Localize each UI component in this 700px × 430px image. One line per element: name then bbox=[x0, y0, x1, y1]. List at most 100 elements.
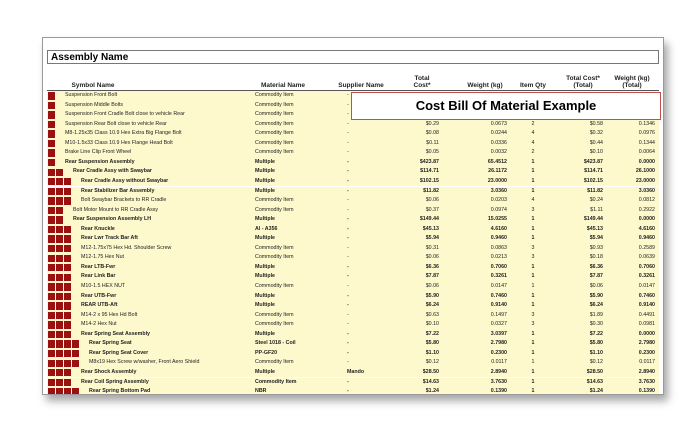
table-row[interactable]: M8x19 Hex Screw w/washer, Front Aero Shi… bbox=[47, 358, 659, 368]
total-cost-cell: $1.24 bbox=[425, 388, 439, 395]
weight-total-cell: 0.0147 bbox=[638, 283, 655, 289]
hierarchy-marker-icon bbox=[64, 244, 71, 253]
table-row[interactable]: Suspension Rear Bolt close to vehicle Re… bbox=[47, 119, 659, 130]
weight-total-cell: 0.0639 bbox=[638, 254, 655, 261]
table-row[interactable]: M12-1.75x75 Hex Hd. Shoulder Screw Commod… bbox=[47, 243, 659, 254]
hierarchy-marker-icon bbox=[64, 178, 71, 186]
callout-label: Cost Bill Of Material Example bbox=[351, 92, 661, 120]
hierarchy-marker-icon bbox=[56, 388, 63, 394]
qty-cell: 1 bbox=[531, 273, 535, 280]
weight-cell: 3.0360 bbox=[490, 187, 507, 194]
symbol-name-cell: Rear Lwr Track Bar Aft bbox=[81, 235, 138, 242]
weight-cell: 0.0336 bbox=[490, 139, 507, 146]
table-row[interactable]: M14-2 Hex Nut Commodity Item - $0.10 0.0327 3… bbox=[47, 320, 659, 330]
table-row[interactable]: Rear Knuckle Al - A356 - $45.13 4.6160 1 $45.1… bbox=[47, 224, 659, 235]
material-cell: Multiple bbox=[255, 273, 276, 280]
hierarchy-marker-icon bbox=[72, 350, 79, 358]
hierarchy-marker-icon bbox=[64, 350, 71, 358]
total-cost-cell: $5.94 bbox=[425, 235, 439, 242]
hierarchy-marker-icon bbox=[56, 378, 63, 387]
col-item-qty[interactable]: Item Qty bbox=[519, 82, 546, 89]
hierarchy-marker-icon bbox=[48, 378, 55, 387]
hierarchy-marker-icon bbox=[64, 340, 71, 348]
weight-cell: 0.0147 bbox=[490, 283, 507, 289]
weight-cell: 0.0117 bbox=[491, 359, 507, 366]
hierarchy-marker-icon bbox=[48, 388, 55, 394]
table-row[interactable]: Rear UTB-Fwr Multiple - $5.90 0.7460 1 $5.90 0.… bbox=[47, 291, 659, 302]
col-material-name[interactable]: Material Name bbox=[260, 82, 306, 89]
weight-total-cell: 0.3261 bbox=[638, 273, 655, 280]
hierarchy-marker-icon bbox=[64, 311, 71, 320]
weight-cell: 0.1390 bbox=[490, 388, 507, 395]
table-row[interactable]: Rear Link Bar Multiple - $7.87 0.3261 1 $7.87 0… bbox=[47, 272, 659, 282]
col-weight-total[interactable]: Weight (kg) (Total) bbox=[614, 75, 650, 89]
table-row[interactable]: Brake Line Clip Front Wheel Commodity Ite… bbox=[47, 148, 659, 158]
total-cost-cell: $0.12 bbox=[425, 359, 439, 366]
total-cost-total-cell: $5.80 bbox=[589, 340, 603, 347]
total-cost-cell: $423.87 bbox=[419, 158, 439, 165]
table-row[interactable]: M12-1.75 Hex Nut Commodity Item - $0.06 0.02… bbox=[47, 253, 659, 263]
table-row[interactable]: M14-2 x 95 Hex Hd Bolt Commodity Item - $0.… bbox=[47, 310, 659, 321]
total-cost-cell: $0.29 bbox=[425, 120, 439, 127]
total-cost-total-cell: $0.24 bbox=[589, 197, 603, 204]
table-row[interactable]: M10-1.5 HEX NUT Commodity Item - $0.06 0.014… bbox=[47, 282, 659, 292]
weight-total-cell: 0.2300 bbox=[638, 349, 655, 356]
hierarchy-marker-icon bbox=[48, 350, 55, 358]
supplier-cell: - bbox=[347, 158, 349, 165]
qty-cell: 1 bbox=[531, 187, 535, 194]
table-row[interactable]: Rear Suspension Assembly LH Multiple - $149… bbox=[47, 215, 659, 225]
table-row[interactable]: Rear Lwr Track Bar Aft Multiple - $5.94 0.94… bbox=[47, 234, 659, 244]
weight-total-cell: 2.8940 bbox=[638, 368, 655, 375]
table-row[interactable]: Rear Spring Seat Steel 1018 - Coil - $5.80 2… bbox=[47, 339, 659, 349]
table-row[interactable]: Rear LTB-Fwr Multiple - $6.36 0.7060 1 $6.36 0.… bbox=[47, 262, 659, 273]
table-row[interactable]: Rear Coil Spring Assembly Commodity Item -… bbox=[47, 377, 659, 388]
table-row[interactable]: Rear Cradle Assy with Swaybar Multiple - $1… bbox=[47, 167, 659, 177]
weight-total-cell: 0.0812 bbox=[638, 197, 655, 204]
weight-cell: 2.7980 bbox=[490, 340, 507, 347]
col-total-cost[interactable]: Total Cost* bbox=[413, 75, 431, 89]
table-row[interactable]: Rear Spring Seat Cover PP-GF20 - $1.10 0.230… bbox=[47, 348, 659, 359]
material-cell: Commodity Item bbox=[255, 92, 294, 98]
material-cell: Multiple bbox=[255, 158, 276, 165]
table-row[interactable]: M10-1.5x33 Class 10.9 Hex Flange Head Bo… bbox=[47, 138, 659, 149]
total-cost-cell: $102.15 bbox=[419, 177, 439, 184]
table-row[interactable]: Bolt Swaybar Brackets to RR Cradle Commod… bbox=[47, 196, 659, 206]
hierarchy-marker-icon bbox=[48, 283, 55, 291]
hierarchy-marker-icon bbox=[48, 359, 55, 367]
hierarchy-marker-icon bbox=[48, 302, 55, 310]
col-symbol-name[interactable]: Symbol Name bbox=[71, 82, 115, 89]
total-cost-cell: $11.82 bbox=[423, 187, 439, 194]
table-header: Symbol Name Material Name Supplier Name … bbox=[47, 68, 659, 91]
weight-total-cell: 0.1346 bbox=[638, 120, 655, 127]
supplier-cell: - bbox=[347, 263, 349, 270]
weight-total-cell: 3.7630 bbox=[638, 378, 655, 385]
col-weight[interactable]: Weight (kg) bbox=[467, 82, 503, 89]
supplier-cell: - bbox=[347, 378, 349, 385]
qty-cell: 1 bbox=[531, 283, 535, 289]
col-supplier-name[interactable]: Supplier Name bbox=[338, 82, 384, 89]
table-row[interactable]: Bolt Motor Mount to RR Cradle Assy Commod… bbox=[47, 205, 659, 216]
material-cell: Commodity Item bbox=[255, 283, 294, 289]
supplier-cell: - bbox=[347, 111, 349, 118]
total-cost-total-cell: $1.10 bbox=[589, 349, 603, 356]
table-row[interactable]: Rear Spring Bottom Pad NBR - $1.24 0.1390 1 $1… bbox=[47, 387, 659, 395]
table-row[interactable]: M8-1.25x35 Class 10.9 Hex Extra Big Flan… bbox=[47, 129, 659, 139]
table-row[interactable]: Rear Spring Seat Assembly Multiple - $7.22 3… bbox=[47, 329, 659, 340]
col-total-cost-total[interactable]: Total Cost* (Total) bbox=[566, 75, 600, 89]
total-cost-cell: $0.37 bbox=[425, 206, 439, 213]
symbol-name-cell: Rear Spring Seat Assembly bbox=[81, 330, 150, 337]
hierarchy-marker-icon bbox=[56, 197, 63, 205]
qty-cell: 3 bbox=[531, 321, 535, 328]
qty-cell: 3 bbox=[531, 254, 535, 261]
material-cell: Commodity Item bbox=[255, 311, 294, 318]
table-row[interactable]: Rear Shock Assembly Multiple Mando $28.50 2.… bbox=[47, 367, 659, 378]
table-row[interactable]: REAR UTB-Aft Multiple - $6.24 0.9140 1 $6.24 0.… bbox=[47, 301, 659, 311]
hierarchy-marker-icon bbox=[56, 330, 63, 339]
weight-total-cell: 0.1344 bbox=[638, 139, 655, 146]
table-row[interactable]: Rear Suspension Assembly Multiple - $423.87… bbox=[47, 157, 659, 168]
supplier-cell: - bbox=[347, 244, 349, 251]
table-row[interactable]: Rear Stabilizer Bar Assembly Multiple - $11… bbox=[47, 186, 659, 197]
total-cost-total-cell: $0.93 bbox=[589, 244, 603, 251]
symbol-name-cell: Rear Link Bar bbox=[81, 273, 116, 280]
table-row[interactable]: Rear Cradle Assy without Swaybar Multiple… bbox=[47, 176, 659, 187]
